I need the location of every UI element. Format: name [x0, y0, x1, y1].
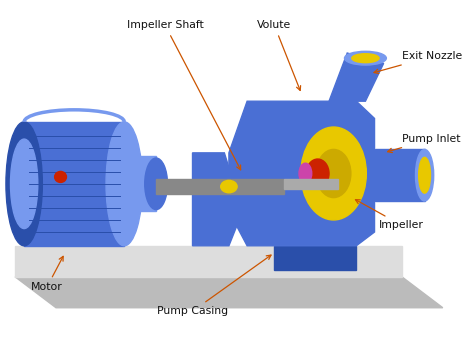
- Text: Pump Inlet: Pump Inlet: [388, 134, 460, 153]
- Ellipse shape: [10, 139, 38, 229]
- Polygon shape: [15, 246, 402, 277]
- Text: Pump Casing: Pump Casing: [157, 255, 271, 316]
- Polygon shape: [15, 277, 443, 308]
- Ellipse shape: [416, 150, 434, 201]
- Ellipse shape: [299, 163, 312, 184]
- Ellipse shape: [221, 180, 237, 193]
- Ellipse shape: [419, 157, 430, 193]
- Ellipse shape: [145, 158, 167, 210]
- Ellipse shape: [306, 159, 329, 188]
- Polygon shape: [274, 246, 356, 270]
- FancyBboxPatch shape: [283, 179, 338, 189]
- Ellipse shape: [301, 127, 366, 220]
- Polygon shape: [229, 101, 374, 246]
- Ellipse shape: [316, 150, 351, 197]
- Text: Motor: Motor: [31, 256, 63, 292]
- Text: Impeller: Impeller: [356, 200, 424, 230]
- Text: Exit Nozzle: Exit Nozzle: [374, 51, 462, 74]
- FancyBboxPatch shape: [156, 179, 283, 194]
- Polygon shape: [329, 53, 383, 101]
- Text: Impeller Shaft: Impeller Shaft: [127, 20, 241, 170]
- Polygon shape: [24, 122, 124, 246]
- Polygon shape: [124, 156, 156, 211]
- Polygon shape: [192, 153, 243, 246]
- Text: Volute: Volute: [257, 20, 301, 91]
- Ellipse shape: [106, 122, 143, 246]
- Ellipse shape: [352, 54, 379, 63]
- Ellipse shape: [6, 122, 42, 246]
- Polygon shape: [374, 150, 425, 201]
- Ellipse shape: [55, 171, 66, 183]
- Ellipse shape: [345, 51, 386, 65]
